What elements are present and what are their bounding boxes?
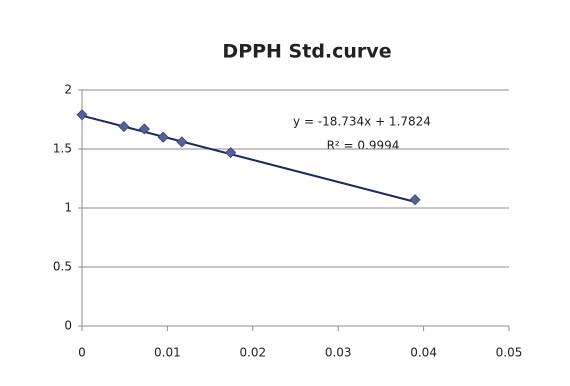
trendline-r2: R² = 0.9994: [327, 139, 400, 153]
y-tick-label: 2: [64, 83, 72, 97]
data-point: [225, 146, 237, 159]
y-tick-label: 1: [64, 201, 72, 215]
y-tick-label: 0.5: [53, 260, 72, 274]
trendline: [81, 114, 416, 203]
data-point: [118, 121, 130, 133]
x-tick-label: 0.03: [325, 346, 352, 360]
data-point: [409, 194, 421, 206]
x-tick-label: 0: [78, 346, 86, 360]
x-tick-label: 0.04: [410, 346, 437, 360]
y-tick-label: 0: [64, 319, 72, 333]
x-tick-label: 0.01: [154, 346, 181, 360]
data-point: [157, 131, 169, 143]
data-point: [138, 123, 150, 135]
y-tick-label: 1.5: [53, 142, 72, 156]
data-point: [76, 109, 88, 121]
trendline-equation: y = -18.734x + 1.7824: [293, 115, 431, 129]
x-tick-label: 0.02: [239, 346, 266, 360]
chart-title: DPPH Std.curve: [222, 41, 391, 63]
x-tick-label: 0.05: [496, 346, 523, 360]
data-point: [176, 136, 188, 148]
